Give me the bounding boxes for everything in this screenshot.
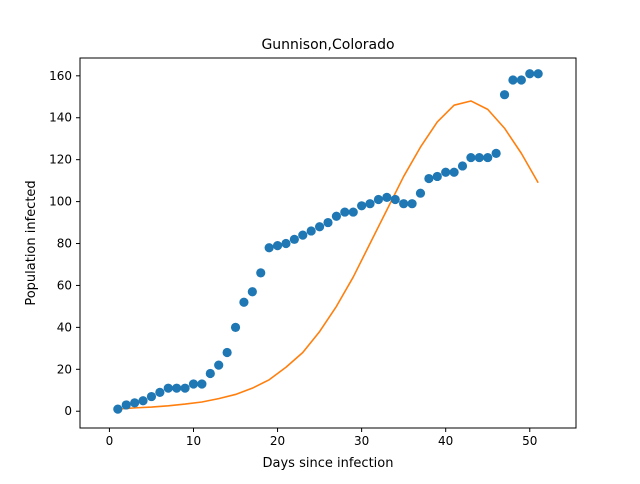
x-tick-label: 40 [438, 434, 453, 448]
data-point [272, 241, 283, 251]
data-point [222, 347, 232, 358]
data-point [382, 192, 392, 203]
data-point [138, 396, 148, 406]
data-point [499, 90, 510, 100]
model-curve-line [117, 100, 539, 410]
y-tick-label: 0 [64, 404, 72, 418]
data-point [483, 152, 493, 163]
data-point [533, 69, 543, 79]
data-point [432, 171, 442, 182]
data-point [172, 383, 182, 393]
y-tick-label: 60 [57, 278, 72, 292]
data-point [415, 188, 426, 198]
data-point [323, 217, 333, 228]
data-point [441, 167, 451, 177]
chart-title: Gunnison,Colorado [261, 37, 394, 53]
y-tick-label: 120 [49, 153, 72, 167]
data-point [525, 69, 535, 79]
x-tick-label: 30 [354, 434, 369, 448]
data-point [155, 387, 165, 397]
y-axis-label: Population infected [24, 180, 39, 305]
data-point [180, 383, 190, 393]
y-tick-label: 40 [57, 320, 72, 334]
data-point [340, 207, 350, 217]
data-point [113, 404, 123, 414]
data-point [314, 222, 325, 232]
data-point [230, 322, 241, 332]
data-point [407, 199, 417, 209]
data-point [491, 148, 501, 158]
data-point [214, 360, 224, 370]
x-axis-label: Days since infection [263, 456, 394, 471]
data-point [306, 226, 316, 236]
data-point [197, 379, 207, 389]
y-tick-label: 20 [57, 362, 72, 376]
data-point [399, 199, 409, 209]
data-point [357, 201, 367, 211]
y-tick-label: 160 [49, 69, 72, 83]
data-point [163, 383, 173, 393]
data-point [390, 194, 400, 205]
plot-frame [79, 57, 577, 429]
data-point [365, 199, 375, 209]
y-tick-label: 80 [57, 237, 72, 251]
data-point [449, 167, 459, 177]
x-tick-label: 10 [186, 434, 201, 448]
data-point [457, 161, 468, 171]
x-tick-label: 50 [522, 434, 537, 448]
data-point [256, 268, 266, 278]
data-point [146, 391, 157, 402]
data-point [247, 287, 257, 297]
data-point [205, 368, 215, 379]
y-tick-label: 140 [49, 111, 72, 125]
x-tick-label: 20 [270, 434, 285, 448]
data-point [516, 75, 526, 85]
data-point [508, 75, 518, 85]
data-point [188, 379, 199, 389]
x-tick-label: 0 [106, 434, 114, 448]
data-point [239, 297, 249, 307]
data-point [289, 234, 299, 244]
data-point [121, 400, 131, 410]
data-point [130, 398, 140, 408]
data-point [424, 173, 434, 184]
data-point [298, 230, 308, 240]
y-tick-label: 100 [49, 195, 72, 209]
axis-layer: 0 10 20 30 40 50 0 20 40 60 80 100 120 140 160 [49, 69, 537, 448]
data-point [474, 152, 484, 163]
data-point [264, 243, 274, 253]
plot-layer [113, 69, 543, 414]
data-point [331, 211, 342, 221]
data-point [281, 238, 291, 249]
data-point [466, 152, 476, 163]
data-point [348, 207, 358, 217]
data-point [373, 194, 384, 205]
